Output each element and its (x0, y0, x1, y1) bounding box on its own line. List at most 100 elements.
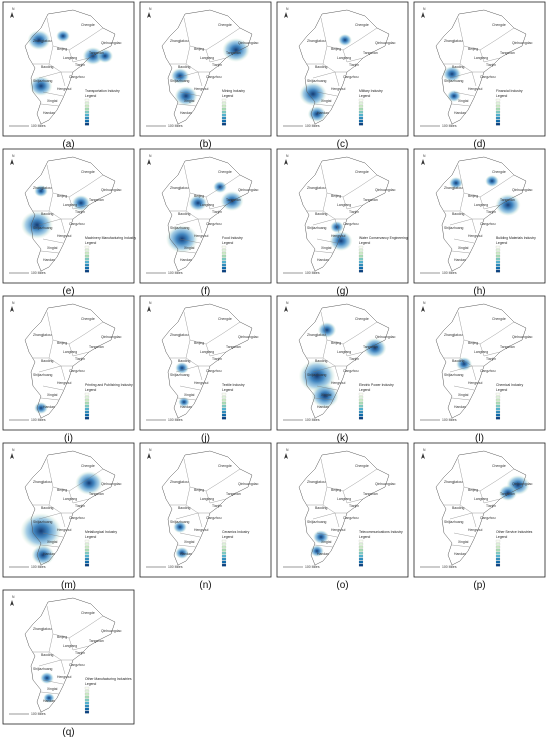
legend-swatch (84, 263, 90, 267)
legend-swatch (84, 707, 90, 711)
legend-swatch (358, 392, 364, 396)
legend-swatch (221, 107, 227, 111)
hotspot (442, 66, 462, 82)
legend-swatch (221, 257, 227, 261)
north-arrow-icon (284, 159, 288, 165)
city-label: Handan (317, 405, 329, 409)
hotspot (82, 47, 104, 65)
city-label: Tangshan (363, 51, 378, 55)
legend-swatch (84, 704, 90, 708)
legend-swatch (495, 404, 501, 408)
legend-swatch (84, 701, 90, 705)
city-label: Xingtai (47, 393, 58, 397)
map: Zhangjiakou Chengde Beijing Langfang Tianjin… (298, 450, 395, 566)
city-label: Zhangjiakou (444, 333, 463, 337)
city-label: Langfang (337, 350, 351, 354)
legend-swatch (84, 260, 90, 264)
city-label: Hengshui (468, 528, 483, 532)
panel-frame (2, 589, 135, 725)
city-label: Baoding (315, 65, 328, 69)
hotspot (317, 322, 337, 338)
city-label: Baoding (41, 653, 54, 657)
legend-title: Legend (85, 535, 96, 539)
city-label: Qinhuangdao (238, 41, 258, 45)
city-label: Hengshui (468, 234, 483, 238)
legend-swatch (358, 104, 364, 108)
legend-swatch (358, 539, 364, 543)
city-label: Qinhuangdao (101, 629, 121, 633)
city-label: Cangzhou (69, 369, 85, 373)
map-panel: Zhangjiakou Chengde Beijing Langfang Tianjin… (2, 295, 135, 444)
hotspot (170, 68, 190, 84)
north-arrow-icon (421, 12, 425, 18)
city-label: Beijing (468, 194, 478, 198)
city-label: Hengshui (331, 381, 346, 385)
city-label: Cangzhou (480, 75, 496, 79)
city-label: Handan (454, 405, 466, 409)
legend-swatch (495, 395, 501, 399)
city-label: Chengde (492, 170, 506, 174)
north-arrow: N (12, 595, 15, 599)
legend-swatch (358, 548, 364, 552)
legend-swatch (495, 545, 501, 549)
legend-swatch (221, 395, 227, 399)
city-label: Beijing (194, 488, 204, 492)
city-label: Baoding (315, 359, 328, 363)
legend-title: Legend (496, 388, 507, 392)
legend-title: Legend (85, 388, 96, 392)
city-label: Handan (454, 552, 466, 556)
legend-swatch (358, 110, 364, 114)
panel-frame (413, 295, 546, 431)
city-label: Chengde (492, 317, 506, 321)
panel-label: (m) (61, 580, 76, 591)
legend-swatch (495, 410, 501, 414)
panel-label: (k) (337, 433, 349, 444)
city-label: Qinhuangdao (375, 188, 395, 192)
panel-frame (2, 442, 135, 578)
city-label: Handan (43, 552, 55, 556)
legend-swatch (358, 404, 364, 408)
north-arrow: N (149, 7, 152, 11)
legend-title: Legend (222, 388, 233, 392)
legend-swatch (84, 119, 90, 123)
city-label: Handan (317, 552, 329, 556)
city-label: Cangzhou (206, 516, 222, 520)
city-label: Qinhuangdao (238, 188, 258, 192)
legend-swatch (358, 542, 364, 546)
city-label: Tianjin (349, 63, 359, 67)
legend-swatch (221, 266, 227, 270)
industry-title: Textile Industry (222, 383, 245, 387)
legend-swatch (84, 542, 90, 546)
hotspot (20, 211, 54, 239)
legend-swatch (84, 548, 90, 552)
legend-swatch (358, 248, 364, 252)
scale-label: 100 Miles (168, 418, 183, 422)
city-label: Beijing (468, 488, 478, 492)
legend-swatch (221, 407, 227, 411)
city-label: Tangshan (363, 492, 378, 496)
north-arrow-icon (10, 159, 14, 165)
city-label: Cangzhou (69, 516, 85, 520)
legend-title: Legend (222, 241, 233, 245)
panel-frame (276, 148, 409, 284)
hotspot (329, 231, 353, 251)
north-arrow-icon (147, 306, 151, 312)
city-label: Zhangjiakou (307, 480, 326, 484)
legend-swatch (358, 113, 364, 117)
legend-swatch (221, 545, 227, 549)
city-label: Tianjin (212, 357, 222, 361)
city-label: Tianjin (212, 63, 222, 67)
legend-swatch (358, 410, 364, 414)
hotspot (75, 471, 103, 495)
city-label: Shijiazhuang (33, 667, 53, 671)
city-label: Hengshui (57, 381, 72, 385)
city-label: Baoding (41, 506, 54, 510)
legend-swatch (358, 245, 364, 249)
legend-swatch (495, 245, 501, 249)
city-label: Tangshan (226, 345, 241, 349)
city-label: Cangzhou (480, 516, 496, 520)
city-label: Qinhuangdao (238, 335, 258, 339)
city-label: Hengshui (194, 234, 209, 238)
city-label: Shijiazhuang (170, 373, 190, 377)
